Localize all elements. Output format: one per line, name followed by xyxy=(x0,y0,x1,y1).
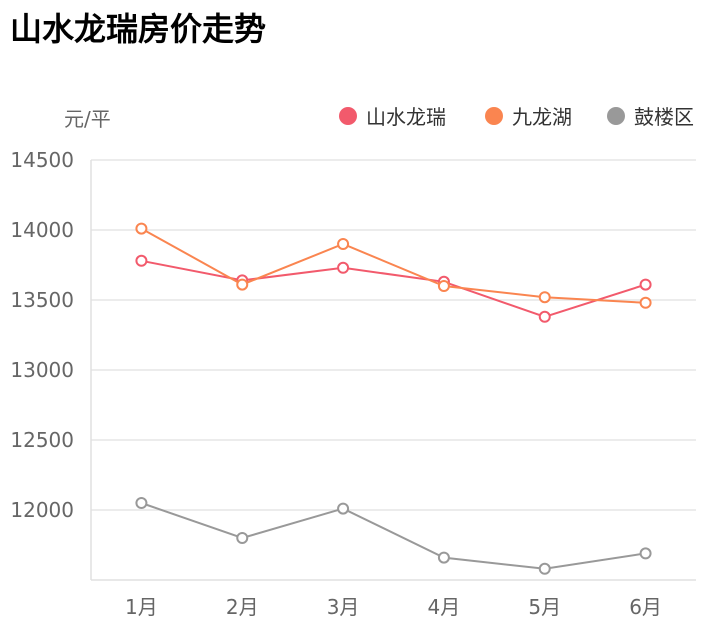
data-point xyxy=(437,280,450,292)
data-point xyxy=(135,222,148,235)
legend-label: 山水龙瑞 xyxy=(366,105,446,129)
series-line xyxy=(140,227,646,304)
y-tick-label: 12000 xyxy=(10,498,74,522)
data-point xyxy=(236,532,249,544)
x-tick-label: 2月 xyxy=(226,595,259,619)
data-point xyxy=(337,261,350,274)
data-point xyxy=(639,278,652,291)
legend-label: 九龙湖 xyxy=(512,105,572,129)
y-tick-label: 13000 xyxy=(10,358,74,382)
data-point xyxy=(538,310,551,323)
series-line xyxy=(141,502,646,570)
legend-label: 鼓楼区 xyxy=(634,105,694,129)
data-point xyxy=(135,497,148,509)
data-point xyxy=(538,291,551,304)
x-tick-label: 5月 xyxy=(528,595,561,619)
x-tick-label: 4月 xyxy=(428,595,461,619)
y-tick-label: 12500 xyxy=(10,428,74,452)
data-point xyxy=(437,551,450,564)
data-point xyxy=(639,296,652,309)
legend-marker xyxy=(485,107,503,125)
x-tick-label: 6月 xyxy=(629,595,662,619)
legend-marker xyxy=(339,107,357,125)
legend-marker xyxy=(607,107,625,125)
y-tick-label: 13500 xyxy=(10,288,74,312)
data-point xyxy=(639,547,652,560)
data-point xyxy=(135,254,148,267)
series-line xyxy=(141,259,646,318)
data-point xyxy=(538,562,551,575)
data-point xyxy=(236,278,249,291)
y-axis-label: 元/平 xyxy=(64,107,111,131)
data-point xyxy=(337,502,350,515)
x-tick-label: 1月 xyxy=(125,595,158,619)
data-point xyxy=(337,238,350,250)
chart-title: 山水龙瑞房价走势 xyxy=(10,10,267,48)
x-tick-label: 3月 xyxy=(327,595,360,619)
y-tick-label: 14500 xyxy=(10,148,74,172)
y-tick-label: 14000 xyxy=(10,218,74,242)
